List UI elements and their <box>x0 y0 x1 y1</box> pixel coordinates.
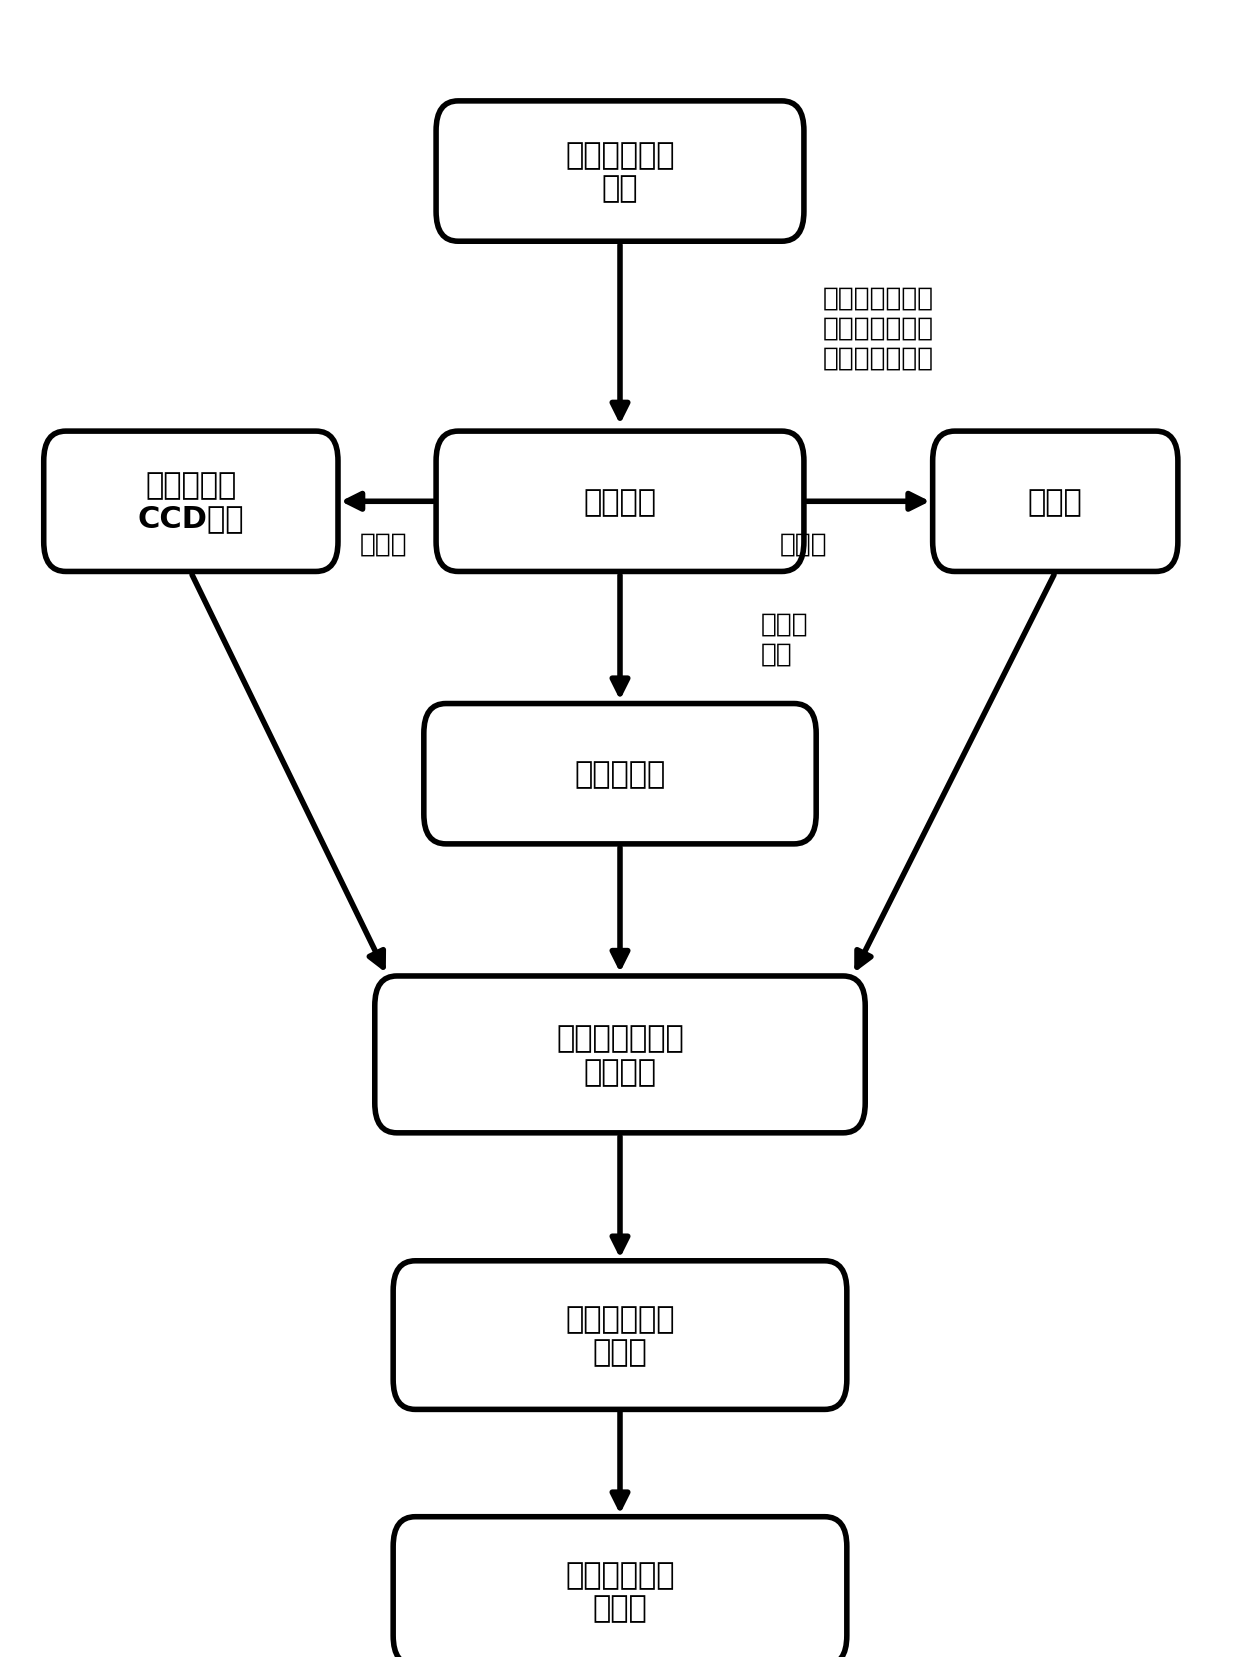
Text: 驱动采集与图像
处理电路: 驱动采集与图像 处理电路 <box>556 1023 684 1087</box>
Text: 短波红外或
CCD相机: 短波红外或 CCD相机 <box>138 471 244 532</box>
FancyBboxPatch shape <box>436 433 804 572</box>
FancyBboxPatch shape <box>436 102 804 241</box>
FancyBboxPatch shape <box>424 704 816 844</box>
Text: 光伏电池: 光伏电池 <box>584 488 656 516</box>
Text: 瞬时温
度场: 瞬时温 度场 <box>761 611 808 667</box>
FancyBboxPatch shape <box>393 1261 847 1409</box>
Text: 热辐射: 热辐射 <box>780 532 828 557</box>
Text: 光辐射: 光辐射 <box>360 532 407 557</box>
Text: 信号处理和参
数反演: 信号处理和参 数反演 <box>565 1305 675 1366</box>
FancyBboxPatch shape <box>932 433 1178 572</box>
FancyBboxPatch shape <box>374 977 866 1133</box>
Text: 光电探测器: 光电探测器 <box>574 760 666 789</box>
Text: 热像仪: 热像仪 <box>1028 488 1083 516</box>
Text: 产生电涡流，影
响载流子平衡，
产生光、热辐射: 产生电涡流，影 响载流子平衡， 产生光、热辐射 <box>822 286 934 371</box>
Text: 缺陷检测和性
能评估: 缺陷检测和性 能评估 <box>565 1559 675 1622</box>
Text: 电磁感应机理
模块: 电磁感应机理 模块 <box>565 141 675 203</box>
FancyBboxPatch shape <box>393 1518 847 1664</box>
FancyBboxPatch shape <box>43 433 339 572</box>
